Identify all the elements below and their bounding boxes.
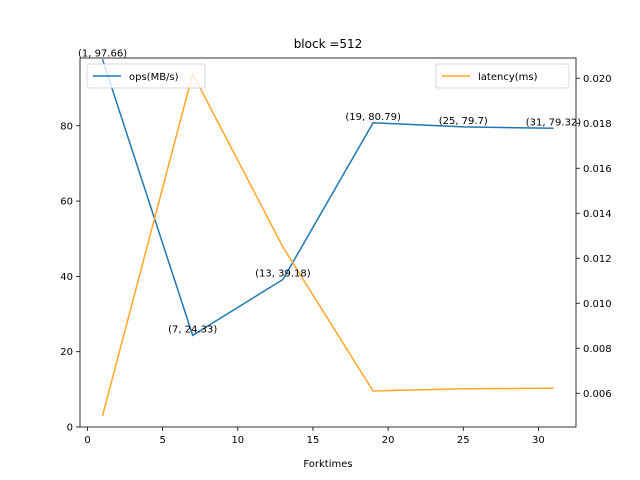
x-tick-label: 5 xyxy=(159,435,165,446)
y-left-tick-label: 40 xyxy=(60,272,73,283)
data-annotation: (1, 97.66) xyxy=(78,48,127,59)
y-right-tick-label: 0.010 xyxy=(583,299,612,310)
y-left-tick-label: 20 xyxy=(60,347,73,358)
series-layer xyxy=(101,59,554,416)
y-left-tick-label: 80 xyxy=(60,121,73,132)
x-tick-label: 10 xyxy=(231,435,244,446)
x-tick-label: 15 xyxy=(307,435,320,446)
legend-label: ops(MB/s) xyxy=(129,72,179,83)
series-line-0 xyxy=(101,59,554,337)
plot-frame xyxy=(79,57,577,428)
y-right-tick-label: 0.018 xyxy=(583,119,612,130)
x-tick-label: 30 xyxy=(532,435,545,446)
chart-title: block =512 xyxy=(294,37,363,51)
x-tick-label: 20 xyxy=(382,435,395,446)
data-annotation: (19, 80.79) xyxy=(345,112,401,123)
data-annotation: (25, 79.7) xyxy=(439,116,488,127)
data-annotation: (31, 79.32) xyxy=(526,117,582,128)
series-line-1 xyxy=(101,71,554,416)
y-right-tick-label: 0.016 xyxy=(583,164,612,175)
legend-ops: ops(MB/s) xyxy=(86,63,206,89)
y-right-tick-label: 0.020 xyxy=(583,74,612,85)
annotations-layer: (1, 97.66) (7, 24.33) (13, 39.18) (19, 80.7… xyxy=(78,48,581,335)
legend-box xyxy=(435,63,570,89)
y-right-tick-label: 0.006 xyxy=(583,389,612,400)
x-axis-title: Forktimes xyxy=(303,459,352,470)
data-annotation: (13, 39.18) xyxy=(255,268,311,279)
legend-label: latency(ms) xyxy=(478,72,538,83)
y-left-tick-label: 60 xyxy=(60,197,73,208)
y-left-tick-label: 0 xyxy=(67,423,73,434)
y-right-tick-label: 0.008 xyxy=(583,344,612,355)
legend-latency: latency(ms) xyxy=(435,63,570,89)
y-right-tick-label: 0.012 xyxy=(583,254,612,265)
axes-layer: 0 5 10 15 20 25 30 0 20 40 60 80 0.006 0.008 0.010 0.01… xyxy=(60,57,612,446)
x-tick-label: 25 xyxy=(457,435,470,446)
legend-box xyxy=(86,63,206,89)
y-right-tick-label: 0.014 xyxy=(583,209,612,220)
x-tick-label: 0 xyxy=(84,435,90,446)
data-annotation: (7, 24.33) xyxy=(168,324,217,335)
